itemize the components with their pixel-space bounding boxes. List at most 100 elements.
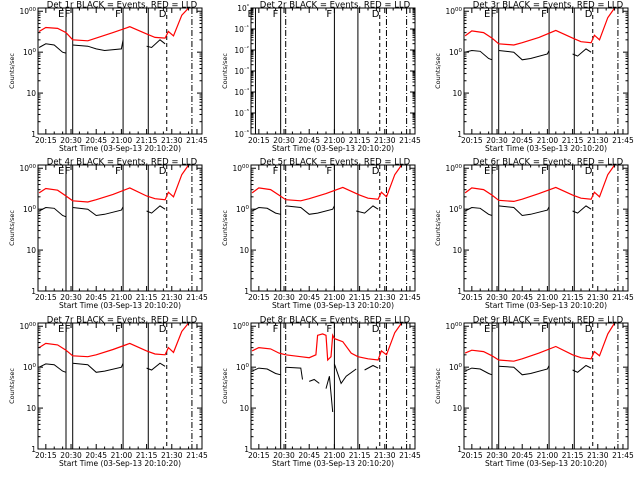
marker-label: D bbox=[159, 324, 167, 335]
x-tick-label: 21:00 bbox=[537, 451, 559, 460]
x-tick-label: 21:15 bbox=[562, 136, 584, 145]
chart-panel-2: Det 2r BLACK = Events, RED = LLD Counts/s… bbox=[221, 1, 421, 154]
x-tick-label: 21:30 bbox=[374, 136, 396, 145]
y-tick-exponent: ⁻⁶ bbox=[244, 129, 250, 136]
chart-title: Det 3r BLACK = Events, RED = LLD bbox=[473, 1, 624, 11]
x-axis-label: Start Time (03-Sep-13 20:10:20) bbox=[485, 459, 607, 468]
lld-series-line bbox=[38, 7, 190, 42]
events-series-line bbox=[464, 49, 493, 61]
x-tick-label: 21:45 bbox=[399, 293, 421, 302]
x-axis-label: Start Time (03-Sep-13 20:10:20) bbox=[485, 301, 607, 310]
x-tick-label: 20:15 bbox=[35, 293, 57, 302]
x-tick-label: 20:45 bbox=[85, 293, 107, 302]
marker-label: F bbox=[65, 166, 71, 177]
marker-label: F bbox=[541, 324, 547, 335]
lld-series-line bbox=[38, 164, 190, 203]
events-series-line bbox=[146, 205, 166, 214]
x-axis-label: Start Time (03-Sep-13 20:10:20) bbox=[59, 459, 181, 468]
x-tick-label: 20:45 bbox=[85, 136, 107, 145]
x-tick-label: 20:30 bbox=[486, 136, 508, 145]
y-tick-label: 10⁻¹ bbox=[234, 24, 249, 34]
x-tick-label: 21:30 bbox=[161, 293, 183, 302]
y-axis-label: Counts/sec bbox=[434, 210, 442, 246]
y-tick-label: 1 bbox=[31, 445, 36, 454]
plot-frame bbox=[463, 164, 629, 292]
y-tick-label: 10 bbox=[26, 89, 36, 98]
y-tick-exponent: 0 bbox=[246, 205, 250, 211]
y-tick-exponent: ⁻⁵ bbox=[244, 108, 249, 115]
events-series-line bbox=[464, 367, 493, 376]
x-tick-label: 21:30 bbox=[374, 451, 396, 460]
marker-label: E bbox=[484, 9, 490, 20]
x-tick-label: 20:15 bbox=[35, 136, 57, 145]
marker-label: F bbox=[273, 166, 279, 177]
chart-panel-9: Det 9r BLACK = Events, RED = LLD Counts/s… bbox=[434, 316, 634, 469]
marker-label: D bbox=[585, 166, 593, 177]
marker-label: E bbox=[484, 324, 490, 335]
y-tick-label: 1000 bbox=[19, 322, 36, 331]
y-tick-exponent: ⁻⁴ bbox=[244, 87, 250, 94]
chart-title: Det 6r BLACK = Events, RED = LLD bbox=[473, 158, 624, 168]
y-tick-exponent: 0 bbox=[459, 205, 463, 211]
y-axis-label: Counts/sec bbox=[221, 210, 229, 246]
x-tick-label: 20:15 bbox=[35, 451, 57, 460]
y-tick-label: 1000 bbox=[232, 164, 249, 173]
y-tick-label: 100 bbox=[23, 363, 37, 372]
x-tick-label: 21:00 bbox=[537, 293, 559, 302]
x-tick-label: 20:30 bbox=[60, 451, 82, 460]
plot-frame bbox=[250, 164, 416, 292]
x-tick-label: 20:45 bbox=[298, 136, 320, 145]
y-tick-exponent: 00 bbox=[242, 322, 249, 328]
x-tick-label: 21:30 bbox=[587, 136, 609, 145]
x-tick-label: 21:45 bbox=[399, 451, 421, 460]
y-tick-exponent: 0 bbox=[246, 363, 250, 369]
y-tick-exponent: 0 bbox=[33, 48, 37, 54]
marker-label: D bbox=[159, 166, 167, 177]
events-series-line bbox=[72, 39, 124, 52]
x-tick-label: 20:45 bbox=[298, 293, 320, 302]
y-tick-exponent: 00 bbox=[455, 164, 462, 170]
events-series-line bbox=[285, 366, 303, 380]
x-axis-label: Start Time (03-Sep-13 20:10:20) bbox=[272, 144, 394, 153]
chart-panel-3: Det 3r BLACK = Events, RED = LLD Counts/s… bbox=[434, 1, 634, 154]
y-tick-label: 100 bbox=[236, 205, 250, 214]
y-tick-label: 10 bbox=[239, 246, 249, 255]
y-tick-exponent: 00 bbox=[242, 164, 249, 170]
y-axis-label: Counts/sec bbox=[8, 210, 16, 246]
marker-label: F bbox=[115, 166, 121, 177]
y-tick-label: 10⁰ bbox=[237, 3, 250, 13]
marker-label: F bbox=[273, 324, 279, 335]
y-tick-exponent: 0 bbox=[459, 363, 463, 369]
y-tick-label: 1 bbox=[457, 445, 462, 454]
y-tick-label: 1 bbox=[457, 287, 462, 296]
x-tick-label: 20:45 bbox=[511, 136, 533, 145]
y-tick-label: 10 bbox=[26, 404, 36, 413]
x-tick-label: 21:15 bbox=[349, 136, 371, 145]
y-tick-label: 1000 bbox=[445, 322, 462, 331]
marker-label: D bbox=[372, 166, 380, 177]
chart-title: Det 4r BLACK = Events, RED = LLD bbox=[47, 158, 198, 168]
x-tick-label: 20:15 bbox=[248, 293, 270, 302]
x-tick-label: 21:15 bbox=[136, 136, 158, 145]
events-series-line bbox=[285, 205, 335, 215]
x-tick-label: 20:30 bbox=[60, 293, 82, 302]
x-tick-label: 20:45 bbox=[511, 451, 533, 460]
x-tick-label: 21:00 bbox=[537, 136, 559, 145]
chart-title: Det 9r BLACK = Events, RED = LLD bbox=[473, 316, 624, 326]
x-axis-label: Start Time (03-Sep-13 20:10:20) bbox=[272, 459, 394, 468]
x-tick-label: 21:15 bbox=[349, 451, 371, 460]
y-tick-label: 100 bbox=[23, 205, 37, 214]
events-series-line bbox=[356, 205, 379, 214]
lld-series-line bbox=[464, 7, 616, 46]
marker-label: F bbox=[491, 9, 497, 20]
events-series-line bbox=[251, 367, 281, 376]
x-tick-label: 20:45 bbox=[85, 451, 107, 460]
x-tick-label: 21:00 bbox=[324, 293, 346, 302]
y-tick-label: 10⁻⁵ bbox=[234, 108, 249, 118]
x-tick-label: 20:30 bbox=[486, 293, 508, 302]
y-tick-label: 10 bbox=[452, 404, 462, 413]
plot-frame bbox=[463, 322, 629, 450]
y-tick-exponent: ⁻² bbox=[244, 45, 249, 52]
x-tick-label: 21:15 bbox=[136, 293, 158, 302]
x-tick-label: 21:00 bbox=[324, 136, 346, 145]
